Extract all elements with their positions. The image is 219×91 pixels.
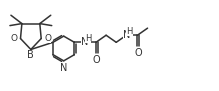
Text: O: O — [93, 55, 101, 65]
Text: O: O — [44, 34, 51, 43]
Text: H: H — [126, 27, 132, 36]
Text: O: O — [134, 48, 142, 58]
Text: B: B — [27, 51, 34, 61]
Text: N: N — [123, 30, 130, 40]
Text: N: N — [81, 37, 88, 47]
Text: H: H — [85, 34, 91, 43]
Text: N: N — [60, 63, 67, 73]
Text: O: O — [11, 34, 18, 43]
